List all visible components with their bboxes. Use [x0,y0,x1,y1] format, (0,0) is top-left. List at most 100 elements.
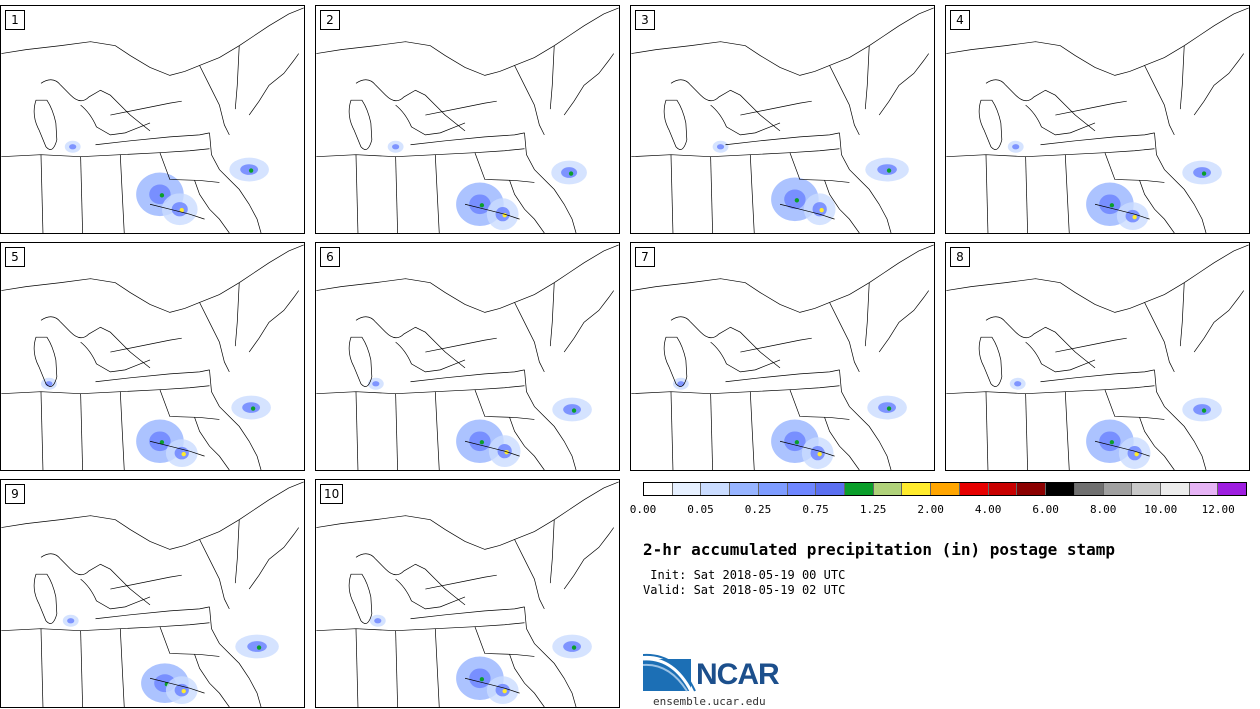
boundary-line [824,417,860,470]
boundary-line [789,152,850,183]
panel-number: 7 [635,247,655,267]
panel-3: 3 [630,5,935,234]
boundary-line [725,369,840,383]
boundary-line [514,302,545,373]
boundary-line [1139,417,1175,470]
precip-core [1014,381,1022,387]
precip-core [563,404,581,415]
boundary-line [670,391,674,470]
boundary-line [1,385,210,395]
boundary-line [474,389,535,420]
boundary-line [1064,154,1070,233]
boundary-line [316,7,619,76]
boundary-line [80,578,151,610]
precip-core [1125,209,1140,223]
colorbar-segment [644,483,673,495]
boundary-line [779,440,835,457]
precip-max [181,688,186,694]
boundary-line [33,336,58,387]
precip-max [794,440,800,445]
boundary-line [395,104,466,136]
colorbar-segment [730,483,759,495]
colorbar-segment [1046,483,1075,495]
valid-time: Valid: Sat 2018-05-19 02 UTC [643,583,846,597]
colorbar-segment [1132,483,1161,495]
boundary-line [199,302,230,373]
boundary-line [316,244,619,313]
boundary-line [425,100,497,116]
map [946,7,1249,233]
logo-text: NCAR [696,658,780,691]
precip-core [149,431,171,452]
boundary-line [395,341,466,373]
boundary-line [209,132,262,233]
boundary-line [395,393,398,470]
precip-core [247,641,267,652]
boundary-line [95,132,210,146]
boundary-line [40,391,44,470]
precip-core [784,431,806,452]
ncar-logo-icon [643,653,696,692]
boundary-line [199,539,230,610]
precip-core [240,164,259,175]
boundary-line [316,622,525,632]
precip-core [563,641,581,652]
boundary-line [549,519,555,584]
boundary-line [355,628,359,707]
boundary-line [464,440,520,457]
boundary-line [563,290,614,353]
precip-max [159,193,165,198]
colorbar-segment [845,483,874,495]
colorbar-tick-label: 1.25 [859,503,887,516]
colorbar-segment [701,483,731,495]
precip-core [495,207,510,222]
precip-core [716,144,725,150]
colorbar-tick-label: 0.00 [629,503,657,516]
panel-5: 5 [0,242,305,471]
boundary-line [946,7,1249,76]
boundary-line [985,154,989,233]
boundary-line [631,385,840,395]
precip-max [502,688,507,694]
boundary-line [95,606,210,620]
precip-max [1132,214,1137,220]
boundary-line [40,154,44,233]
boundary-line [631,7,934,76]
boundary-line [1154,369,1207,470]
boundary-line [316,481,619,550]
boundary-line [725,132,840,146]
boundary-line [119,628,125,707]
map [631,244,934,470]
boundary-line [749,154,755,233]
colorbar-segment [959,483,989,495]
map [316,481,619,707]
boundary-line [149,203,205,220]
boundary-line [670,316,781,369]
boundary-line [978,99,1003,150]
precip-core [174,683,189,697]
colorbar-segment [1160,483,1190,495]
boundary-line [1,148,210,158]
precip-max [256,645,262,650]
precip-core [149,184,171,205]
precip-core [1099,194,1121,215]
boundary-line [395,578,466,610]
boundary-line [710,156,713,233]
boundary-line [355,391,359,470]
precip-max [1109,440,1115,445]
colorbar-segment [931,483,960,495]
panel-number: 8 [950,247,970,267]
colorbar-tick-label: 10.00 [1144,503,1178,516]
panel-1: 1 [0,5,305,234]
precip-max [794,198,800,203]
boundary-line [464,677,520,694]
panel-10: 10 [315,479,620,708]
boundary-line [1055,100,1127,116]
logo-url: ensemble.ucar.edu [653,695,766,708]
map [316,244,619,470]
boundary-line [1144,65,1175,136]
boundary-line [348,336,373,387]
precip-max [159,440,165,445]
precip-max [568,171,574,176]
precip-max [1134,451,1139,457]
